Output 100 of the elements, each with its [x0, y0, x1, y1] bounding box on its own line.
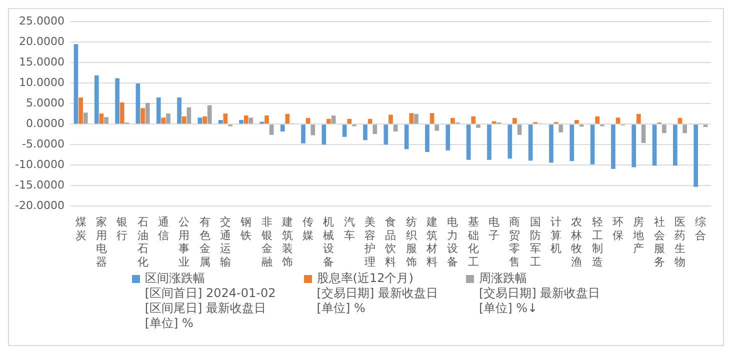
legend-label: 周涨跌幅 [交易日期] 最新收盘日 [单位] %↓	[478, 271, 600, 316]
bar	[264, 116, 269, 124]
bar	[186, 107, 192, 124]
bar	[662, 124, 666, 134]
x-tick-label: 建筑装饰	[280, 216, 293, 268]
x-tick-label: 传媒	[302, 216, 314, 242]
bar	[83, 112, 88, 124]
bar	[641, 124, 646, 144]
bar	[466, 124, 471, 160]
x-tick-label: 纺织服饰	[404, 216, 417, 268]
x-tick-label: 食品饮料	[384, 216, 396, 268]
x-tick-label: 国防军工	[530, 216, 541, 268]
bar	[182, 116, 186, 124]
bar	[404, 124, 409, 150]
y-tick-label: 5.0000	[26, 96, 64, 110]
bar	[104, 117, 108, 124]
y-tick-label: 15.0000	[18, 55, 64, 68]
x-tick-label: 公用事业	[178, 216, 190, 268]
bar	[301, 124, 306, 144]
bar	[331, 116, 336, 124]
x-tick-label: 商贸零售	[509, 216, 520, 268]
bar	[161, 118, 166, 124]
bar	[198, 118, 202, 124]
bar	[177, 97, 182, 124]
bar	[136, 84, 140, 124]
bar	[632, 124, 636, 168]
bar	[558, 124, 564, 132]
bar	[310, 124, 316, 136]
bar	[120, 102, 124, 124]
x-tick-label: 交通运输	[220, 216, 231, 268]
x-tick-label: 农林牧渔	[570, 216, 582, 268]
bar	[285, 114, 290, 124]
bar	[471, 116, 476, 124]
x-tick-label: 环保	[612, 216, 624, 242]
bar	[430, 113, 434, 124]
x-tick-label: 社会服务	[654, 216, 665, 268]
bar	[673, 124, 678, 166]
bar	[512, 118, 517, 124]
x-tick-label: 银行	[116, 216, 128, 242]
bar	[202, 116, 207, 124]
bar	[611, 124, 616, 169]
bar	[434, 124, 440, 131]
bar	[595, 116, 600, 124]
bar	[652, 124, 657, 166]
bar	[363, 124, 368, 140]
bar	[549, 124, 554, 163]
bar	[570, 124, 574, 162]
x-tick-label: 煤炭	[75, 216, 86, 242]
bar	[574, 120, 579, 124]
bar	[476, 124, 480, 128]
bar	[207, 105, 212, 124]
bar	[322, 124, 326, 145]
bar	[682, 124, 687, 134]
legend-label: 区间涨跌幅 [区间首日] 2024-01-02 [区间尾日] 最新收盘日 [单位] %	[144, 271, 276, 331]
bar	[347, 118, 352, 124]
bar	[384, 124, 388, 145]
x-tick-label: 基础化工	[466, 216, 479, 268]
x-tick-label: 计算机	[550, 216, 562, 256]
y-tick-label: -15.0000	[14, 178, 64, 192]
bar	[590, 124, 595, 164]
bar	[446, 124, 450, 150]
bar	[425, 124, 430, 152]
bar	[306, 118, 310, 124]
y-tick-label: -5.0000	[22, 138, 64, 151]
x-tick-label: 家用电器	[96, 216, 107, 268]
bar	[678, 118, 682, 124]
bar	[239, 120, 244, 124]
bar	[94, 75, 99, 124]
bar	[140, 108, 145, 124]
x-tick-label: 电力设备	[447, 216, 458, 268]
bar	[636, 114, 641, 124]
x-tick-label: 通信	[158, 216, 169, 242]
bar	[616, 118, 620, 124]
bar	[450, 118, 455, 124]
x-tick-label: 综合	[695, 216, 706, 242]
bar	[414, 114, 418, 124]
bar	[487, 124, 492, 160]
bar	[517, 124, 522, 135]
y-tick-label: 25.0000	[18, 14, 64, 28]
x-tick-label: 轻工制造	[592, 216, 603, 268]
bar	[156, 97, 161, 124]
y-tick-label: -10.0000	[14, 158, 64, 172]
bar	[269, 124, 274, 135]
x-tick-label: 美容护理	[364, 216, 376, 268]
y-tick-label: 0.0000	[26, 117, 64, 130]
y-tick-label: 10.0000	[18, 76, 64, 89]
x-tick-label: 非银金融	[260, 216, 272, 268]
x-tick-label: 钢铁	[240, 216, 252, 242]
x-tick-label: 电子	[488, 216, 500, 242]
x-tick-label: 石油石化	[137, 216, 148, 268]
y-tick-label: 20.0000	[18, 34, 64, 48]
bar	[528, 124, 533, 161]
x-tick-label: 建筑材料	[426, 216, 438, 268]
bar	[703, 124, 708, 128]
x-tick-label: 有色金属	[199, 216, 210, 268]
x-tick-label: 机械设备	[323, 216, 334, 268]
bar	[166, 113, 170, 124]
bar	[74, 44, 78, 124]
bar	[223, 113, 228, 124]
bar	[342, 124, 347, 137]
